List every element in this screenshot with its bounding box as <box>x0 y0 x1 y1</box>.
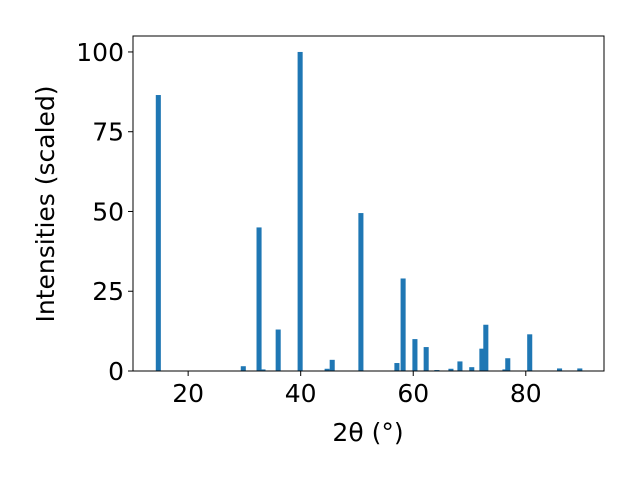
bar <box>479 348 485 371</box>
bar <box>324 368 330 371</box>
bar <box>329 359 335 371</box>
bar <box>275 329 281 371</box>
bar <box>557 368 563 371</box>
bar <box>527 334 533 371</box>
y-axis-label: Intensities (scaled) <box>31 85 60 322</box>
bar <box>469 367 475 371</box>
x-axis-label: 2θ (°) <box>332 418 403 447</box>
y-tick-label: 25 <box>92 277 124 306</box>
bar <box>423 347 429 371</box>
bar <box>240 366 246 371</box>
bar <box>256 227 262 371</box>
bar <box>412 339 418 371</box>
bar <box>358 213 364 371</box>
bar <box>457 361 463 371</box>
bar <box>400 278 406 371</box>
bar <box>155 95 161 372</box>
plot-frame <box>132 35 605 372</box>
y-tick-label: 50 <box>92 197 124 226</box>
x-tick-label: 80 <box>510 379 542 408</box>
bar <box>505 358 511 371</box>
y-tick-label: 75 <box>92 118 124 147</box>
x-tick-label: 60 <box>397 379 429 408</box>
x-tick-label: 40 <box>285 379 317 408</box>
bar <box>394 363 400 371</box>
y-tick-label: 0 <box>108 357 124 386</box>
bar <box>483 324 489 371</box>
bar <box>577 368 583 371</box>
bar <box>448 368 454 371</box>
y-tick-label: 100 <box>76 38 124 67</box>
bar <box>297 51 303 371</box>
x-tick-label: 20 <box>172 379 204 408</box>
bar <box>502 369 508 371</box>
bar <box>260 369 266 371</box>
